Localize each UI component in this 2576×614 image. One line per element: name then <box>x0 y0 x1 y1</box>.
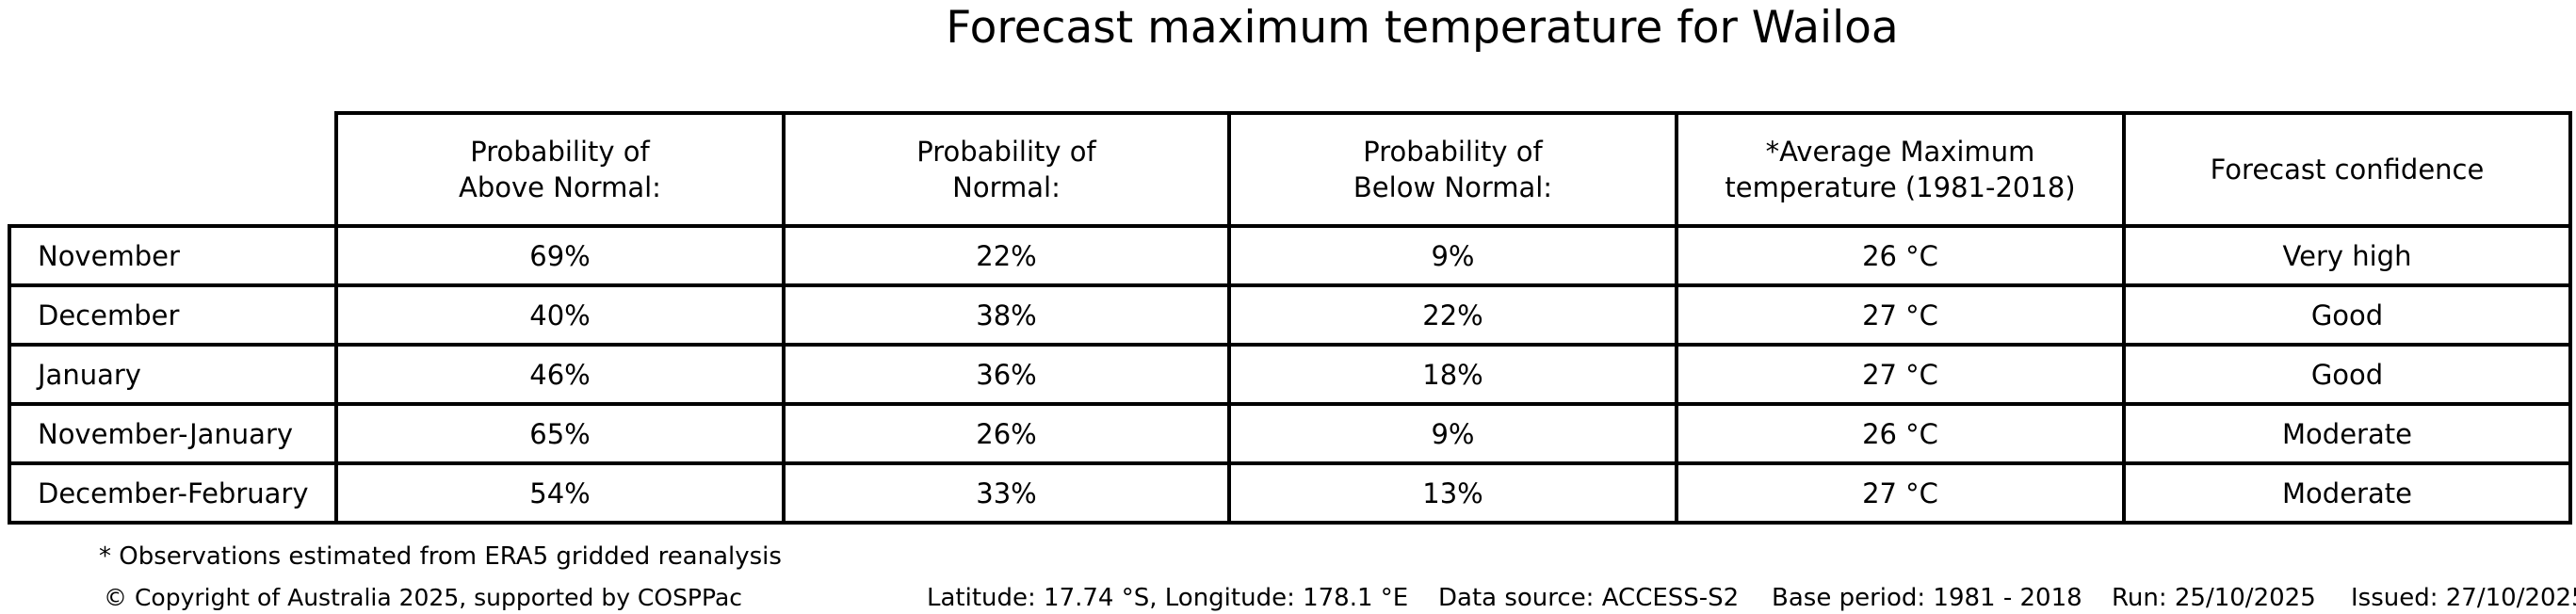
cell-confidence: Moderate <box>2122 402 2572 465</box>
corner-spacer-cell <box>9 113 336 226</box>
col-header-normal: Probability of Normal: <box>782 111 1231 228</box>
cell-above-normal: 40% <box>334 283 786 347</box>
table-row-december: December 40% 38% 22% 27 °C Good <box>8 283 2572 347</box>
row-label: November <box>8 224 338 287</box>
cell-normal: 38% <box>782 283 1231 347</box>
copyright-text: © Copyright of Australia 2025, supported… <box>104 584 743 611</box>
cell-confidence: Moderate <box>2122 461 2572 525</box>
data-source-text: Data source: ACCESS-S2 <box>1438 584 1740 612</box>
row-label: December <box>8 283 338 347</box>
row-label: November-January <box>8 402 338 465</box>
issued-date-text: Issued: 27/10/2025 <box>2351 584 2576 612</box>
cell-normal: 22% <box>782 224 1231 287</box>
page-title: Forecast maximum temperature for Wailoa <box>946 2 1899 54</box>
table-row-november-january: November-January 65% 26% 9% 26 °C Modera… <box>8 402 2572 465</box>
cell-below-normal: 22% <box>1227 283 1678 347</box>
cell-avg-max-temp: 26 °C <box>1675 224 2126 287</box>
col-header-below-normal: Probability of Below Normal: <box>1227 111 1678 228</box>
cell-normal: 26% <box>782 402 1231 465</box>
cell-confidence: Very high <box>2122 224 2572 287</box>
forecast-table: Probability of Above Normal: Probability… <box>8 111 2572 525</box>
location-text: Latitude: 17.74 °S, Longitude: 178.1 °E <box>927 584 1409 612</box>
col-header-avg-max-temp: *Average Maximum temperature (1981-2018) <box>1675 111 2126 228</box>
cell-below-normal: 9% <box>1227 402 1678 465</box>
run-date-text: Run: 25/10/2025 <box>2112 584 2316 612</box>
table-row-january: January 46% 36% 18% 27 °C Good <box>8 343 2572 406</box>
table-row-november: November 69% 22% 9% 26 °C Very high <box>8 224 2572 287</box>
table-row-december-february: December-February 54% 33% 13% 27 °C Mode… <box>8 461 2572 525</box>
row-label: January <box>8 343 338 406</box>
cell-above-normal: 46% <box>334 343 786 406</box>
col-header-above-normal: Probability of Above Normal: <box>334 111 786 228</box>
cell-normal: 36% <box>782 343 1231 406</box>
cell-avg-max-temp: 27 °C <box>1675 343 2126 406</box>
cell-below-normal: 13% <box>1227 461 1678 525</box>
header-row: Probability of Above Normal: Probability… <box>9 111 2572 228</box>
cell-avg-max-temp: 27 °C <box>1675 283 2126 347</box>
cell-confidence: Good <box>2122 343 2572 406</box>
cell-avg-max-temp: 26 °C <box>1675 402 2126 465</box>
base-period-text: Base period: 1981 - 2018 <box>1772 584 2082 612</box>
cell-above-normal: 69% <box>334 224 786 287</box>
cell-below-normal: 9% <box>1227 224 1678 287</box>
cell-above-normal: 65% <box>334 402 786 465</box>
col-header-forecast-confidence: Forecast confidence <box>2122 111 2572 228</box>
cell-confidence: Good <box>2122 283 2572 347</box>
cell-below-normal: 18% <box>1227 343 1678 406</box>
cell-avg-max-temp: 27 °C <box>1675 461 2126 525</box>
cell-normal: 33% <box>782 461 1231 525</box>
cell-above-normal: 54% <box>334 461 786 525</box>
observations-footnote: * Observations estimated from ERA5 gridd… <box>99 542 782 571</box>
footer-bar: © Copyright of Australia 2025, supported… <box>0 584 2576 614</box>
row-label: December-February <box>8 461 338 525</box>
